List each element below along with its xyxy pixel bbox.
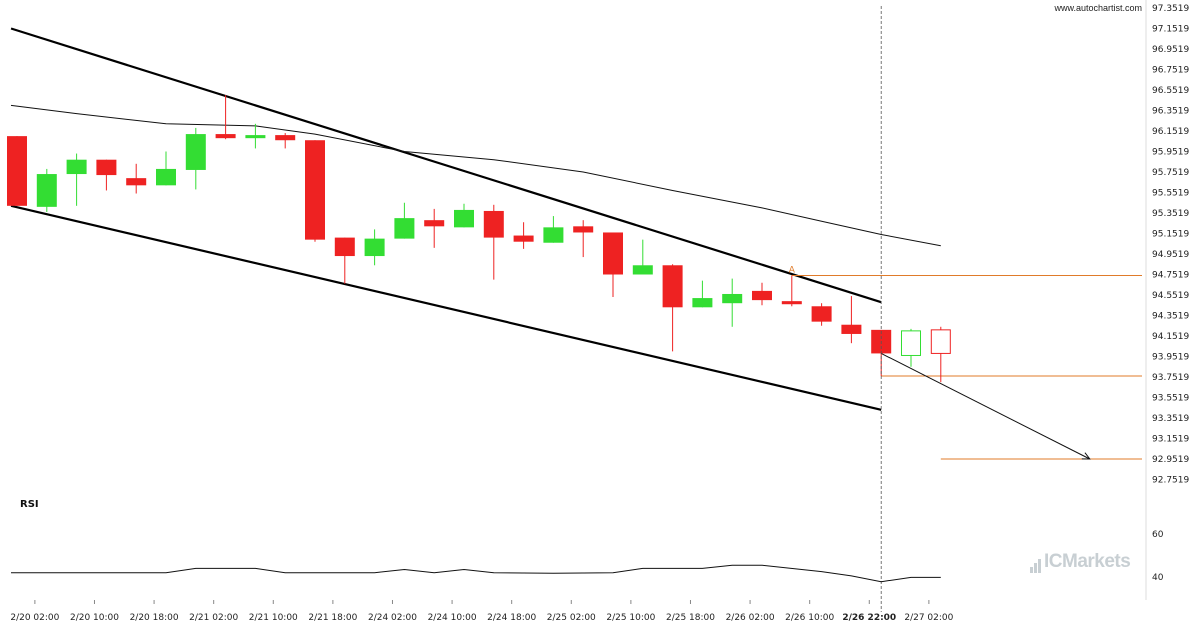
candle-body	[722, 293, 743, 304]
price-levels: A	[789, 266, 1142, 460]
time-tick-label: 2/24 02:00	[368, 613, 417, 623]
channel-upper-line	[10, 27, 882, 304]
candle-body	[364, 238, 385, 257]
candle-body	[692, 298, 713, 308]
forecast-candle-body	[901, 330, 921, 356]
time-tick-label: 2/25 02:00	[547, 613, 596, 623]
price-tick-label: 97.3519	[1152, 4, 1189, 14]
time-tick-label: 2/20 10:00	[70, 613, 119, 623]
candle-body	[841, 324, 862, 334]
candles	[7, 95, 862, 352]
broker-name: ICMarkets	[1044, 551, 1131, 572]
time-tick-label: 2/21 10:00	[249, 613, 298, 623]
candle-body	[96, 159, 117, 176]
price-tick-label: 97.1519	[1152, 24, 1189, 34]
candle-body	[156, 168, 176, 186]
time-axis: 2/20 02:00 2/20 10:00 2/20 18:00 2/21 02:00…	[10, 600, 954, 623]
price-tick-label: 95.1519	[1152, 229, 1189, 239]
price-tick-label: 93.1519	[1152, 434, 1189, 444]
price-tick-label: 96.9519	[1152, 45, 1189, 55]
price-tick-label: 92.7519	[1152, 475, 1189, 485]
candle-body	[305, 140, 325, 240]
candle-body	[483, 210, 504, 238]
price-tick-label: 95.7519	[1152, 168, 1189, 178]
price-tick-label: 95.9519	[1152, 147, 1189, 157]
candle-body	[185, 134, 206, 170]
candle-body	[781, 301, 802, 305]
time-tick-label: 2/24 10:00	[428, 613, 477, 623]
price-tick-label: 96.3519	[1152, 106, 1189, 116]
candle-body	[662, 265, 683, 308]
rsi-series	[11, 564, 941, 583]
candle-body	[811, 306, 832, 322]
time-tick-label: 2/21 02:00	[189, 613, 238, 623]
projection-arrow	[880, 6, 1091, 612]
price-tick-label: 94.7519	[1152, 270, 1189, 280]
time-tick-label: 2/20 18:00	[130, 613, 179, 623]
candle-body	[632, 265, 653, 275]
moving-average	[10, 104, 941, 247]
logo-bars-icon	[1030, 551, 1042, 573]
candle-body	[603, 232, 623, 275]
site-url[interactable]: www.autochartist.com	[1054, 3, 1142, 13]
forecast-candles	[871, 326, 951, 383]
price-tick-label: 93.3519	[1152, 414, 1189, 424]
candle-body	[543, 227, 564, 243]
candle-body	[513, 235, 534, 242]
candle-body	[7, 136, 27, 206]
candle-body	[275, 135, 296, 141]
pattern-point-label: A	[789, 266, 796, 276]
candle-body	[245, 135, 266, 139]
projection-arrowhead	[1081, 452, 1091, 460]
candle-body	[424, 220, 445, 227]
price-tick-label: 96.7519	[1152, 65, 1189, 75]
moving-average-line	[10, 104, 941, 247]
candle-body	[573, 226, 594, 233]
price-tick-label: 93.7519	[1152, 373, 1189, 383]
price-tick-label: 94.3519	[1152, 311, 1189, 321]
price-tick-label: 94.1519	[1152, 332, 1189, 342]
candle-body	[752, 290, 772, 301]
broker-logo: ICMarkets	[1030, 551, 1131, 573]
candle-body	[215, 134, 236, 139]
time-tick-label: 2/26 10:00	[785, 613, 834, 623]
time-tick-label: 2/25 10:00	[606, 613, 655, 623]
time-tick-label: 2/27 02:00	[904, 613, 953, 623]
time-tick-label: 2/26 22:00	[842, 613, 896, 623]
projection-line	[880, 352, 1091, 460]
time-tick-label: 2/26 02:00	[726, 613, 775, 623]
forecast-candle-body	[930, 329, 951, 354]
candle-body	[334, 237, 355, 257]
price-tick-label: 94.5519	[1152, 291, 1189, 301]
rsi-line	[11, 564, 941, 583]
price-tick-label: 92.9519	[1152, 455, 1189, 465]
rsi-label: RSI	[20, 499, 39, 510]
price-tick-label: 93.5519	[1152, 393, 1189, 403]
channel-lines	[10, 27, 882, 411]
time-tick-label: 2/24 18:00	[487, 613, 536, 623]
time-tick-label: 2/21 18:00	[308, 613, 357, 623]
candle-body	[126, 178, 147, 186]
price-tick-label: 95.3519	[1152, 209, 1189, 219]
rsi-tick-label: 60	[1152, 530, 1164, 540]
price-tick-label: 94.9519	[1152, 250, 1189, 260]
candle-body	[454, 209, 474, 228]
price-tick-label: 96.5519	[1152, 86, 1189, 96]
time-tick-label: 2/20 02:00	[10, 613, 59, 623]
price-tick-label: 95.5519	[1152, 188, 1189, 198]
channel-lower-line	[10, 204, 882, 411]
time-tick-label: 2/25 18:00	[666, 613, 715, 623]
rsi-tick-label: 40	[1152, 573, 1164, 583]
price-tick-label: 96.1519	[1152, 127, 1189, 137]
candle-body	[66, 159, 87, 175]
candle-body	[36, 174, 57, 207]
rsi-axis: 60 40	[1152, 530, 1164, 583]
price-axis: 97.3519 97.1519 96.9519 96.7519 96.5519 96.35…	[1145, 0, 1189, 600]
price-tick-label: 93.9519	[1152, 352, 1189, 362]
candle-body	[394, 218, 415, 239]
